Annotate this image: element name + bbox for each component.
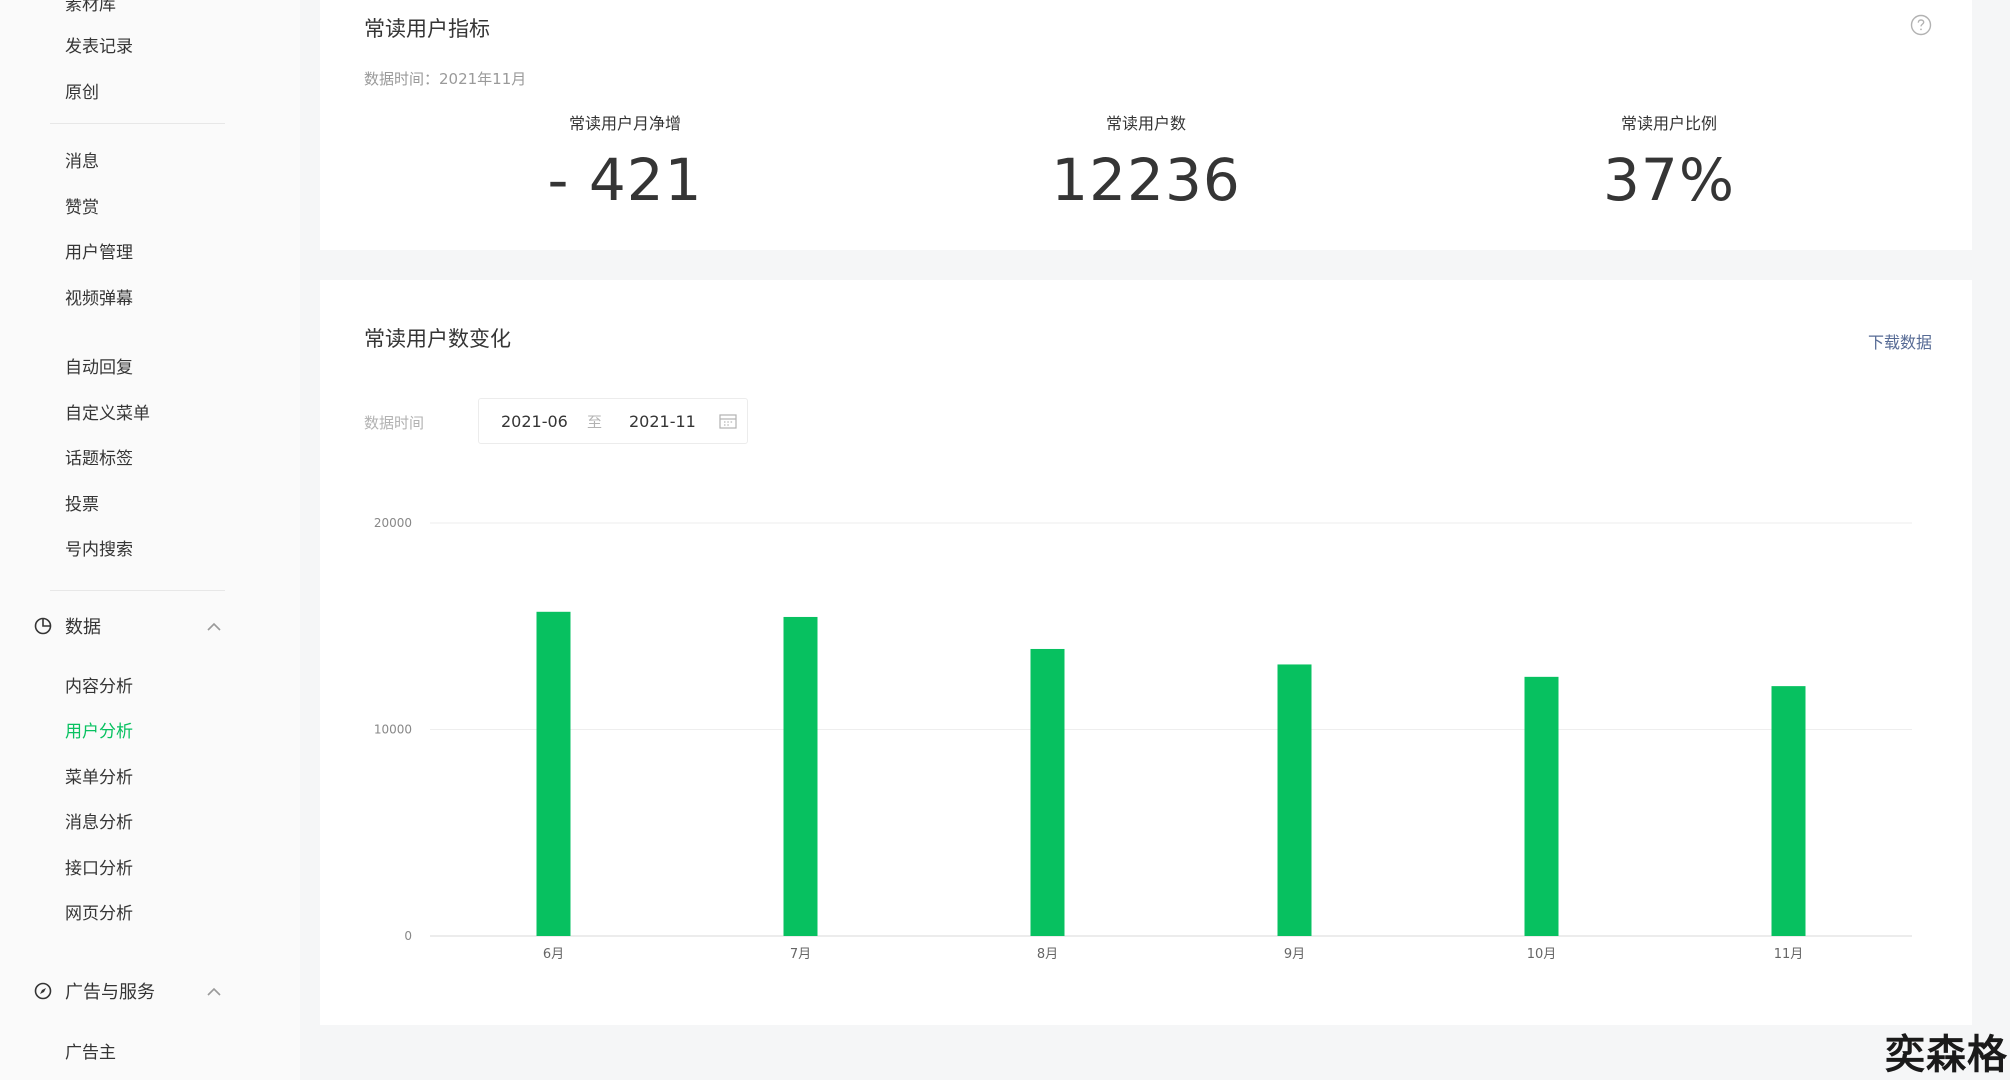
metric-frequent-users: 常读用户数 12236 [966, 110, 1326, 214]
sidebar-divider [50, 590, 225, 591]
range-end[interactable]: 2021-11 [629, 411, 696, 431]
download-data-link[interactable]: 下载数据 [1867, 333, 1932, 352]
metric-label: 常读用户数 [1105, 114, 1186, 133]
range-separator: 至 [587, 412, 603, 431]
sidebar-group-data[interactable]: 数据 [33, 611, 223, 641]
sidebar-item-voting[interactable]: 投票 [65, 495, 99, 515]
sidebar-item-content-analysis[interactable]: 内容分析 [65, 677, 133, 697]
metric-frequent-ratio: 常读用户比例 37% [1489, 110, 1849, 214]
sidebar: 素材库 发表记录 原创 消息 赞赏 用户管理 视频弹幕 自动回复 自定义菜单 话… [0, 0, 300, 1080]
date-range-picker[interactable]: 2021-06 至 2021-11 [478, 398, 748, 444]
sidebar-item-message-analysis[interactable]: 消息分析 [65, 813, 133, 833]
y-tick-label: 0 [404, 929, 412, 943]
chart-card-title: 常读用户数变化 [364, 327, 511, 351]
metrics-card: 常读用户指标 数据时间：2021年11月 常读用户月净增 - 421 常读用户数… [320, 0, 1972, 250]
sidebar-group-label: 广告与服务 [65, 982, 155, 1003]
x-tick-label: 8月 [1037, 947, 1058, 962]
x-tick-label: 10月 [1527, 947, 1557, 962]
metrics-card-title: 常读用户指标 [364, 17, 490, 41]
sidebar-item-original[interactable]: 原创 [65, 83, 99, 103]
sidebar-item-auto-reply[interactable]: 自动回复 [65, 358, 133, 378]
watermark: 奕森格 [1885, 1032, 2008, 1078]
bar [1771, 686, 1806, 936]
sidebar-item-messages[interactable]: 消息 [65, 152, 99, 172]
pie-chart-icon [33, 616, 53, 636]
bar [1277, 664, 1312, 936]
date-range-label: 数据时间 [364, 414, 425, 432]
sidebar-item-account-search[interactable]: 号内搜索 [65, 540, 133, 560]
sidebar-item-video-danmaku[interactable]: 视频弹幕 [65, 289, 133, 309]
help-icon[interactable] [1910, 14, 1932, 36]
chevron-up-icon[interactable] [205, 982, 223, 1000]
sidebar-item-webpage-analysis[interactable]: 网页分析 [65, 904, 133, 924]
calendar-icon[interactable] [719, 413, 737, 429]
range-start[interactable]: 2021-06 [501, 411, 568, 431]
sidebar-item-publish-records[interactable]: 发表记录 [65, 37, 133, 57]
metric-value: 37% [1603, 146, 1735, 214]
sidebar-group-ads[interactable]: 广告与服务 [33, 976, 223, 1006]
sidebar-group-label: 数据 [65, 617, 101, 638]
chevron-up-icon[interactable] [205, 617, 223, 635]
bar [783, 616, 818, 936]
sidebar-item-user-management[interactable]: 用户管理 [65, 243, 133, 263]
x-tick-label: 7月 [790, 947, 811, 962]
x-tick-label: 11月 [1774, 947, 1804, 962]
sidebar-divider [50, 123, 225, 124]
bar [1524, 676, 1559, 936]
sidebar-item-material-library[interactable]: 素材库 [65, 0, 116, 15]
metric-label: 常读用户比例 [1620, 114, 1717, 133]
sidebar-item-user-analysis[interactable]: 用户分析 [65, 722, 133, 742]
metric-value: - 421 [547, 146, 703, 214]
y-tick-label: 10000 [374, 723, 412, 737]
bar-chart: 0 10000 20000 6月 7月 8月 9月 10月 11月 [374, 516, 1912, 962]
x-tick-label: 9月 [1284, 947, 1305, 962]
sidebar-item-api-analysis[interactable]: 接口分析 [65, 859, 133, 879]
bar [1030, 648, 1065, 936]
bar [536, 611, 571, 936]
y-tick-label: 20000 [374, 516, 412, 530]
metric-net-growth: 常读用户月净增 - 421 [445, 110, 805, 214]
sidebar-item-topic-tags[interactable]: 话题标签 [65, 449, 133, 469]
sidebar-item-custom-menu[interactable]: 自定义菜单 [65, 404, 150, 424]
compass-icon [33, 981, 53, 1001]
x-tick-label: 6月 [543, 947, 564, 962]
sidebar-item-rewards[interactable]: 赞赏 [65, 198, 99, 218]
data-time-label: 数据时间：2021年11月 [364, 70, 527, 88]
sidebar-item-advertiser[interactable]: 广告主 [65, 1043, 116, 1063]
metric-value: 12236 [1051, 146, 1241, 214]
chart-card: 常读用户数变化 下载数据 数据时间 2021-06 至 2021-11 0 100… [320, 280, 1972, 1025]
metric-label: 常读用户月净增 [568, 114, 681, 133]
sidebar-item-menu-analysis[interactable]: 菜单分析 [65, 768, 133, 788]
